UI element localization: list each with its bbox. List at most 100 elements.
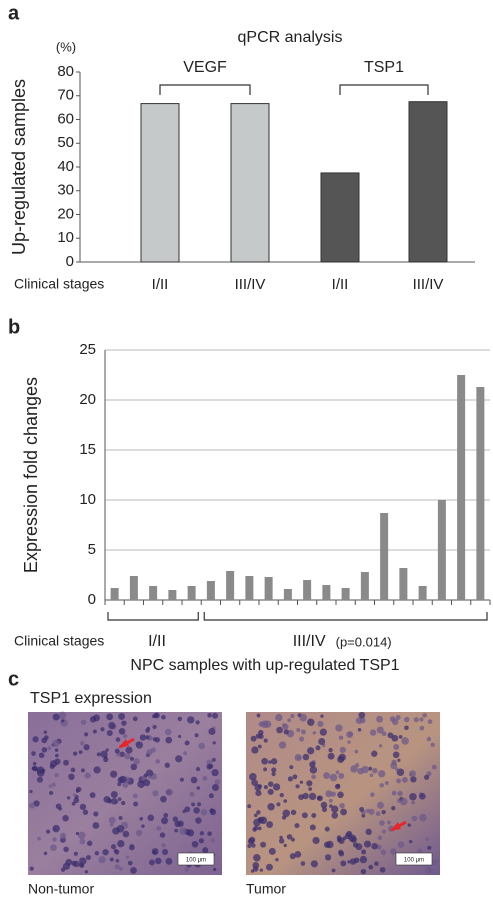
bar xyxy=(188,586,196,600)
nucleus xyxy=(211,769,218,776)
nucleus xyxy=(254,826,259,831)
bar xyxy=(207,581,215,600)
nucleus xyxy=(93,811,98,816)
nucleus xyxy=(156,826,161,831)
nucleus xyxy=(287,718,291,722)
nucleus xyxy=(60,833,66,839)
bar xyxy=(284,589,292,600)
nucleus xyxy=(322,807,327,812)
nucleus xyxy=(53,713,60,720)
nucleus xyxy=(380,867,386,873)
nucleus xyxy=(173,816,178,821)
nucleus xyxy=(251,746,258,753)
nucleus xyxy=(52,740,59,747)
nucleus xyxy=(430,743,434,747)
nucleus xyxy=(268,789,274,795)
nucleus xyxy=(283,799,287,803)
nucleus xyxy=(300,781,303,784)
x-tick-label: III/IV xyxy=(235,276,266,293)
nucleus xyxy=(39,753,45,759)
nucleus xyxy=(287,834,293,840)
nucleus xyxy=(111,791,118,798)
y-axis-label: Up-regulated samples xyxy=(9,79,29,255)
nucleus xyxy=(213,741,216,744)
nucleus xyxy=(400,798,407,805)
nucleus xyxy=(93,822,100,829)
y-tick-label: 60 xyxy=(57,110,74,127)
nucleus xyxy=(98,856,105,863)
nucleus xyxy=(32,736,38,742)
nucleus xyxy=(108,722,115,729)
nucleus xyxy=(37,766,45,774)
y-tick-label: 10 xyxy=(57,229,74,246)
nucleus xyxy=(393,751,400,758)
nucleus xyxy=(213,868,216,871)
nucleus xyxy=(347,740,350,743)
nucleus xyxy=(107,730,113,736)
nucleus xyxy=(161,843,165,847)
image-caption: Non-tumor xyxy=(28,881,94,897)
nucleus xyxy=(130,757,134,761)
nucleus xyxy=(396,778,401,783)
nucleus xyxy=(359,807,364,812)
nucleus xyxy=(76,832,79,835)
nucleus xyxy=(79,750,83,754)
nucleus xyxy=(76,789,80,793)
x-tick-label: I/II xyxy=(332,276,349,293)
x-tick-label: I/II xyxy=(152,276,169,293)
nucleus xyxy=(180,778,184,782)
nucleus xyxy=(63,847,68,852)
x-axis-label: Clinical stages xyxy=(14,276,104,292)
nucleus xyxy=(329,804,333,808)
nucleus xyxy=(121,801,125,805)
nucleus xyxy=(382,731,387,736)
nucleus xyxy=(31,751,36,756)
nucleus xyxy=(47,746,51,750)
nucleus xyxy=(74,852,78,856)
nucleus xyxy=(427,737,432,742)
nucleus xyxy=(279,741,286,748)
nucleus xyxy=(252,862,259,869)
nucleus xyxy=(381,849,387,855)
nucleus xyxy=(33,762,36,765)
nucleus xyxy=(258,784,262,788)
nucleus xyxy=(310,766,317,773)
nucleus xyxy=(378,836,382,840)
y-tick-label: 20 xyxy=(79,391,96,408)
nucleus xyxy=(419,814,427,822)
y-tick-label: 0 xyxy=(88,591,96,608)
nucleus xyxy=(85,773,91,779)
nucleus xyxy=(145,735,149,739)
nucleus xyxy=(337,756,344,763)
nucleus xyxy=(117,825,125,833)
nucleus xyxy=(299,714,307,722)
nucleus xyxy=(325,790,332,797)
nucleus xyxy=(201,809,207,815)
y-tick-label: 70 xyxy=(57,87,74,104)
nucleus xyxy=(282,723,286,727)
nucleus xyxy=(115,864,120,869)
nucleus xyxy=(55,748,59,752)
nucleus xyxy=(46,830,50,834)
nucleus xyxy=(195,733,199,737)
nucleus xyxy=(366,809,370,813)
bar xyxy=(380,513,388,600)
nucleus xyxy=(290,714,294,718)
nucleus xyxy=(335,784,340,789)
nucleus xyxy=(370,773,374,777)
nucleus xyxy=(160,832,165,837)
nucleus xyxy=(29,803,35,809)
nucleus xyxy=(387,821,391,825)
nucleus xyxy=(325,827,330,832)
nucleus xyxy=(190,792,195,797)
nucleus xyxy=(247,804,251,808)
stage-bracket xyxy=(108,612,198,620)
y-tick-label: 80 xyxy=(57,63,74,80)
nucleus xyxy=(379,783,384,788)
nucleus xyxy=(193,807,200,814)
nucleus xyxy=(337,792,344,799)
nucleus xyxy=(284,729,289,734)
nucleus xyxy=(251,736,257,742)
bar xyxy=(303,580,311,600)
nucleus xyxy=(86,855,91,860)
